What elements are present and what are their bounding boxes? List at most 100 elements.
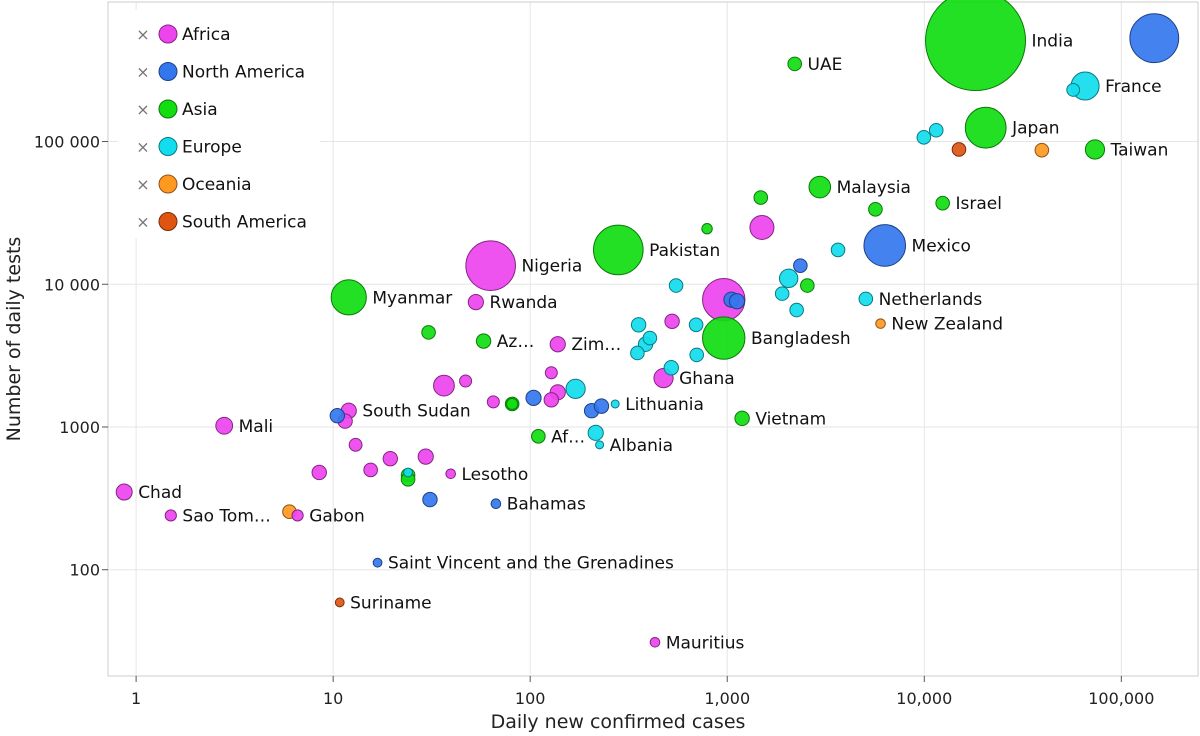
bubble-africa <box>311 464 327 481</box>
bubble-africa <box>164 509 177 522</box>
bubble-oceania <box>1034 142 1050 158</box>
point-label: Nigeria <box>521 257 582 277</box>
bubble-asia <box>1084 139 1106 160</box>
bubble-africa <box>486 395 500 409</box>
bubble-europe <box>642 330 658 346</box>
x-tick-label: 100,000 <box>1088 689 1154 708</box>
x-axis-ticks: 1 10 100 1,000 10,000 100,000 <box>131 676 1154 708</box>
point-label: Zim… <box>571 335 621 355</box>
point-label: Mauritius <box>666 633 745 653</box>
bubble-north-america <box>329 407 346 424</box>
point-label: Gabon <box>309 506 365 526</box>
bubble-asia <box>925 0 1027 92</box>
point-label: Chad <box>138 483 182 503</box>
bubble-europe <box>789 302 804 318</box>
bubble-north-america <box>1129 13 1180 64</box>
point-label: Lesotho <box>462 465 529 485</box>
bubble-asia <box>421 325 436 340</box>
legend-swatch <box>158 212 178 231</box>
legend: × Africa × North America × Asia × Europe × Oceani… <box>118 10 320 238</box>
bubble-north-america <box>525 389 542 406</box>
bubble-europe <box>774 286 790 301</box>
bubble-north-america <box>728 293 746 310</box>
bubble-europe <box>595 440 605 450</box>
legend-remove-icon[interactable]: × <box>136 100 149 119</box>
point-label: Mexico <box>912 236 971 256</box>
y-axis-ticks: 100 1000 10 000 100 000 <box>34 133 108 580</box>
point-label: Netherlands <box>879 290 983 310</box>
bubble-north-america <box>490 498 502 510</box>
bubble-africa <box>544 366 558 380</box>
bubble-europe <box>630 345 645 361</box>
point-label: Vietnam <box>755 409 826 429</box>
point-label: Taiwan <box>1110 140 1169 160</box>
bubble-africa <box>115 483 133 501</box>
legend-label-asia[interactable]: Asia <box>182 100 218 120</box>
legend-label-north-america[interactable]: North America <box>182 63 305 83</box>
bubble-africa <box>348 437 363 452</box>
point-label: Pakistan <box>649 241 720 261</box>
bubble-europe <box>689 347 705 363</box>
legend-label-south-america[interactable]: South America <box>182 213 307 233</box>
legend-swatch <box>158 174 178 194</box>
bubble-africa <box>465 240 516 291</box>
bubble-europe <box>688 317 704 333</box>
bubble-asia <box>964 106 1007 149</box>
bubble-south-america <box>334 597 345 608</box>
point-label: Az… <box>497 332 535 352</box>
bubble-europe <box>663 360 679 376</box>
x-axis-title: Daily new confirmed cases <box>491 711 746 733</box>
legend-label-africa[interactable]: Africa <box>182 25 231 45</box>
bubble-asia <box>702 316 746 360</box>
bubble-africa <box>291 509 304 522</box>
bubble-asia <box>868 202 883 217</box>
bubble-africa <box>543 392 560 408</box>
bubble-asia <box>531 429 546 444</box>
bubble-europe <box>587 424 604 441</box>
point-label: Suriname <box>350 593 432 613</box>
bubble-africa <box>749 214 775 240</box>
bubble-north-america <box>422 491 438 508</box>
y-tick-label: 100 <box>69 561 100 580</box>
point-label: Rwanda <box>489 293 557 313</box>
bubble-layer <box>115 0 1180 648</box>
point-label: Malaysia <box>837 178 911 198</box>
legend-remove-icon[interactable]: × <box>136 138 149 157</box>
bubble-europe <box>630 317 647 333</box>
bubble-africa <box>649 637 661 648</box>
bubble-asia <box>808 175 832 199</box>
point-label: India <box>1032 32 1074 52</box>
bubble-africa <box>664 313 680 330</box>
legend-remove-icon[interactable]: × <box>136 25 149 44</box>
legend-remove-icon[interactable]: × <box>136 63 149 82</box>
bubble-europe <box>830 242 846 258</box>
x-tick-label: 10,000 <box>896 689 952 708</box>
legend-swatch <box>158 24 178 44</box>
point-label: Israel <box>955 194 1001 214</box>
legend-swatch <box>158 137 178 156</box>
legend-label-oceania[interactable]: Oceania <box>182 175 252 195</box>
plot-frame <box>107 1 1199 677</box>
point-label: Mali <box>239 417 274 437</box>
y-tick-label: 1000 <box>59 418 100 437</box>
legend-remove-icon[interactable]: × <box>136 175 149 194</box>
legend-label-europe[interactable]: Europe <box>182 138 242 158</box>
bubble-africa <box>467 293 484 311</box>
bubble-europe <box>916 130 932 145</box>
legend-swatch <box>158 62 178 81</box>
bubble-europe <box>858 291 874 307</box>
point-label: UAE <box>808 55 843 75</box>
bubble-africa <box>417 448 434 465</box>
y-tick-label: 10 000 <box>44 275 100 294</box>
bubble-africa <box>382 450 399 467</box>
bubble-asia <box>506 397 519 411</box>
point-label: Bangladesh <box>751 329 851 349</box>
bubble-asia <box>734 410 750 427</box>
bubble-europe <box>610 399 620 409</box>
bubble-asia <box>787 56 803 72</box>
point-label: Lithuania <box>625 395 704 415</box>
bubble-oceania <box>875 318 886 329</box>
legend-remove-icon[interactable]: × <box>136 213 149 232</box>
bubble-africa <box>363 462 378 478</box>
